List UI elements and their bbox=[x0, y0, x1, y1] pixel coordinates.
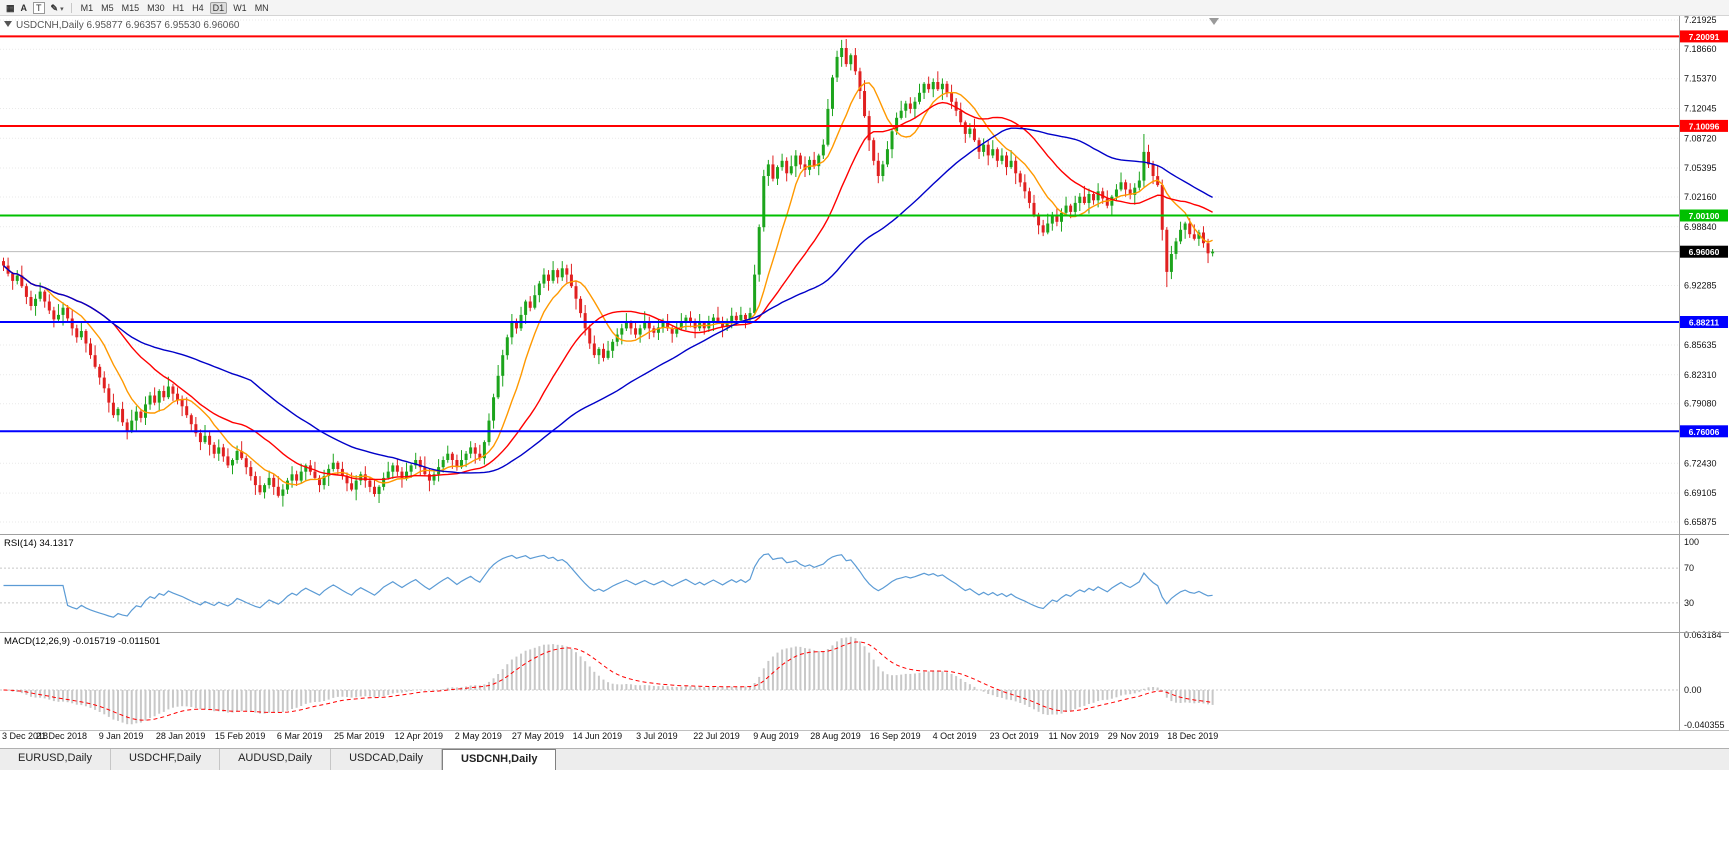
top-toolbar: ▦ A T ✎ ▾ M1 M5 M15 M30 H1 H4 D1 W1 MN bbox=[0, 0, 1729, 16]
dropdown-caret-icon[interactable]: ▾ bbox=[60, 5, 64, 13]
svg-text:14 Jun 2019: 14 Jun 2019 bbox=[573, 731, 623, 741]
charts-grid-icon[interactable]: ▦ bbox=[6, 2, 15, 13]
svg-text:27 May 2019: 27 May 2019 bbox=[512, 731, 564, 741]
annotate-text-button[interactable]: A bbox=[20, 2, 28, 13]
svg-text:29 Nov 2019: 29 Nov 2019 bbox=[1108, 731, 1159, 741]
svg-text:6.79080: 6.79080 bbox=[1684, 399, 1717, 409]
timeframe-group: M1 M5 M15 M30 H1 H4 D1 W1 MN bbox=[77, 1, 273, 14]
svg-text:7.18660: 7.18660 bbox=[1684, 44, 1717, 54]
svg-text:6.85635: 6.85635 bbox=[1684, 340, 1717, 350]
chart-title: USDCNH,Daily 6.95877 6.96357 6.95530 6.9… bbox=[16, 20, 240, 31]
moving-averages-layer bbox=[3, 82, 1213, 486]
svg-text:9 Aug 2019: 9 Aug 2019 bbox=[753, 731, 799, 741]
svg-text:11 Nov 2019: 11 Nov 2019 bbox=[1049, 731, 1099, 741]
candles-layer bbox=[2, 39, 1215, 507]
svg-text:70: 70 bbox=[1684, 563, 1694, 573]
svg-text:7.05395: 7.05395 bbox=[1684, 163, 1717, 173]
price-tag bbox=[1680, 209, 1728, 222]
svg-text:6.69105: 6.69105 bbox=[1684, 488, 1717, 498]
svg-text:4 Oct 2019: 4 Oct 2019 bbox=[933, 731, 977, 741]
svg-text:15 Feb 2019: 15 Feb 2019 bbox=[215, 731, 266, 741]
svg-text:100: 100 bbox=[1684, 537, 1699, 547]
tab-usdcnh[interactable]: USDCNH,Daily bbox=[442, 749, 557, 770]
price-tag bbox=[1680, 316, 1728, 328]
price-scale: 7.21925 7.18660 7.15370 7.12045 7.08720 7.053… bbox=[1680, 16, 1728, 527]
timeframe-d1-button[interactable]: D1 bbox=[209, 1, 228, 14]
hlines-layer[interactable] bbox=[0, 35, 1679, 433]
svg-text:7.10096: 7.10096 bbox=[1689, 121, 1720, 131]
svg-text:22 Jul 2019: 22 Jul 2019 bbox=[693, 731, 740, 741]
svg-text:18 Dec 2019: 18 Dec 2019 bbox=[1167, 731, 1218, 741]
svg-text:16 Sep 2019: 16 Sep 2019 bbox=[870, 731, 921, 741]
svg-text:6.76006: 6.76006 bbox=[1689, 427, 1720, 437]
svg-text:6.88211: 6.88211 bbox=[1689, 317, 1720, 327]
svg-text:7.08720: 7.08720 bbox=[1684, 133, 1717, 143]
grid-layer bbox=[0, 19, 1679, 523]
svg-text:6.96060: 6.96060 bbox=[1689, 247, 1720, 257]
timeframe-m1-button[interactable]: M1 bbox=[80, 2, 94, 13]
tab-audusd[interactable]: AUDUSD,Daily bbox=[220, 749, 332, 770]
svg-text:7.20091: 7.20091 bbox=[1689, 32, 1720, 42]
timeframe-h1-button[interactable]: H1 bbox=[172, 2, 185, 13]
svg-text:7.02160: 7.02160 bbox=[1684, 192, 1717, 202]
ma-25-line bbox=[3, 101, 1213, 481]
ma-10-line bbox=[3, 82, 1213, 486]
svg-text:3 Jul 2019: 3 Jul 2019 bbox=[636, 731, 678, 741]
svg-text:7.15370: 7.15370 bbox=[1684, 74, 1717, 84]
chart-tab-bar: EURUSD,Daily USDCHF,Daily AUDUSD,Daily USDC… bbox=[0, 748, 1729, 770]
svg-text:28 Jan 2019: 28 Jan 2019 bbox=[156, 731, 206, 741]
svg-text:9 Jan 2019: 9 Jan 2019 bbox=[99, 731, 144, 741]
svg-text:7.21925: 7.21925 bbox=[1684, 16, 1717, 25]
chart-shift-marker-icon[interactable] bbox=[1209, 18, 1219, 25]
timeframe-w1-button[interactable]: W1 bbox=[233, 2, 247, 13]
tab-usdcad[interactable]: USDCAD,Daily bbox=[331, 749, 443, 770]
macd-label: MACD(12,26,9) -0.015719 -0.011501 bbox=[4, 636, 160, 647]
rsi-label: RSI(14) 34.1317 bbox=[4, 538, 74, 549]
svg-text:0.063184: 0.063184 bbox=[1684, 630, 1722, 640]
svg-text:6.98840: 6.98840 bbox=[1684, 222, 1717, 232]
rsi-panel: 100 70 30 RSI(14) 34.1317 bbox=[0, 537, 1699, 618]
svg-text:7.12045: 7.12045 bbox=[1684, 103, 1717, 113]
toolbar-icon-group: ▦ A T ✎ ▾ bbox=[3, 1, 66, 14]
rsi-line bbox=[3, 553, 1213, 618]
timeframe-h4-button[interactable]: H4 bbox=[192, 2, 204, 13]
svg-text:12 Apr 2019: 12 Apr 2019 bbox=[395, 731, 444, 741]
timeframe-mn-button[interactable]: MN bbox=[254, 2, 269, 13]
svg-text:3 Dec 2018: 3 Dec 2018 bbox=[2, 731, 48, 741]
svg-text:6.92285: 6.92285 bbox=[1684, 280, 1717, 290]
svg-text:6.82310: 6.82310 bbox=[1684, 370, 1717, 380]
ma-55-line bbox=[3, 127, 1213, 474]
macd-signal-line bbox=[3, 641, 1213, 721]
price-tag bbox=[1680, 30, 1728, 43]
svg-text:25 Mar 2019: 25 Mar 2019 bbox=[334, 731, 385, 741]
svg-text:23 Oct 2019: 23 Oct 2019 bbox=[990, 731, 1039, 741]
svg-text:2 May 2019: 2 May 2019 bbox=[455, 731, 502, 741]
price-tag bbox=[1680, 425, 1728, 438]
svg-text:-0.040355: -0.040355 bbox=[1684, 720, 1725, 730]
tab-eurusd[interactable]: EURUSD,Daily bbox=[0, 749, 111, 770]
tab-usdchf[interactable]: USDCHF,Daily bbox=[111, 749, 221, 770]
svg-text:7.00100: 7.00100 bbox=[1689, 211, 1720, 221]
svg-text:6 Mar 2019: 6 Mar 2019 bbox=[277, 731, 323, 741]
svg-text:0.00: 0.00 bbox=[1684, 685, 1702, 695]
svg-text:6.65875: 6.65875 bbox=[1684, 517, 1717, 527]
chart-canvas[interactable]: 7.21925 7.18660 7.15370 7.12045 7.08720 7.053… bbox=[0, 16, 1729, 748]
collapse-triangle-icon[interactable] bbox=[4, 21, 12, 27]
toolbar-separator bbox=[70, 2, 72, 13]
timeframe-m15-button[interactable]: M15 bbox=[121, 2, 140, 13]
timeframe-m30-button[interactable]: M30 bbox=[147, 2, 165, 13]
price-tag bbox=[1680, 119, 1728, 132]
draw-tools-button[interactable]: ✎ bbox=[50, 2, 59, 13]
svg-text:28 Aug 2019: 28 Aug 2019 bbox=[810, 731, 861, 741]
macd-panel: 0.063184 0.00 -0.040355 MACD(12,26,9) -0.01… bbox=[0, 630, 1725, 730]
svg-text:30: 30 bbox=[1684, 598, 1694, 608]
svg-text:21 Dec 2018: 21 Dec 2018 bbox=[36, 731, 87, 741]
timeframe-m5-button[interactable]: M5 bbox=[101, 2, 114, 13]
template-button[interactable]: T bbox=[33, 1, 45, 14]
price-tag bbox=[1680, 245, 1728, 258]
svg-text:6.72430: 6.72430 bbox=[1684, 458, 1717, 468]
